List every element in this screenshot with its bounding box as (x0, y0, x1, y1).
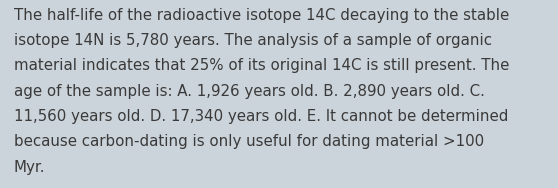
Text: because carbon-dating is only useful for dating material >100: because carbon-dating is only useful for… (14, 134, 484, 149)
Text: isotope 14N is 5,780 years. The analysis of a sample of organic: isotope 14N is 5,780 years. The analysis… (14, 33, 492, 48)
Text: age of the sample is: A. 1,926 years old. B. 2,890 years old. C.: age of the sample is: A. 1,926 years old… (14, 84, 485, 99)
Text: Myr.: Myr. (14, 160, 45, 175)
Text: material indicates that 25% of its original 14C is still present. The: material indicates that 25% of its origi… (14, 58, 509, 73)
Text: The half-life of the radioactive isotope 14C decaying to the stable: The half-life of the radioactive isotope… (14, 8, 509, 23)
Text: 11,560 years old. D. 17,340 years old. E. It cannot be determined: 11,560 years old. D. 17,340 years old. E… (14, 109, 508, 124)
